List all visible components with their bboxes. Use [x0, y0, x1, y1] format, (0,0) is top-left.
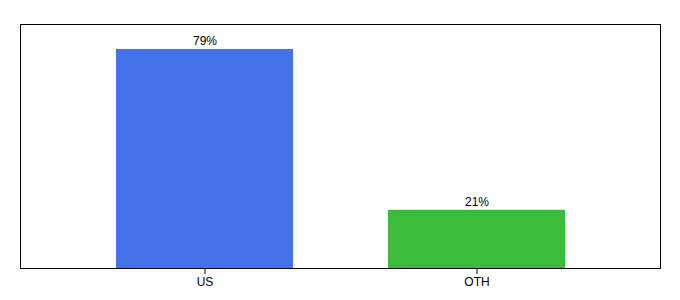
svg-text:21%: 21%	[465, 195, 489, 209]
svg-text:OTH: OTH	[464, 275, 489, 289]
svg-text:79%: 79%	[193, 34, 217, 48]
svg-text:US: US	[197, 275, 214, 289]
